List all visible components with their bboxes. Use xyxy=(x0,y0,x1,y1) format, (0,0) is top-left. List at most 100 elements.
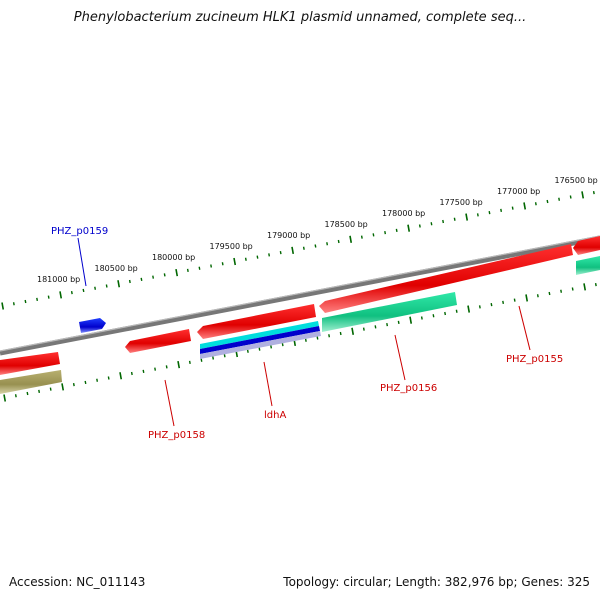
ruler-minor-tick xyxy=(502,300,505,305)
ruler-minor-tick xyxy=(571,287,574,291)
ruler-minor-tick xyxy=(326,242,329,246)
ruler-tick-label: 181000 bp xyxy=(37,275,80,284)
inner-ruler xyxy=(3,282,597,402)
label-ldha[interactable]: ldhA xyxy=(264,410,286,421)
ruler-major-tick xyxy=(119,372,123,380)
ruler-minor-tick xyxy=(384,231,387,235)
accession-text: Accession: NC_011143 xyxy=(9,575,146,589)
ruler-major-tick xyxy=(583,283,587,291)
map-title: Phenylobacterium zucineum HLK1 plasmid u… xyxy=(73,10,527,25)
ruler-minor-tick xyxy=(258,347,261,351)
ruler-minor-tick xyxy=(594,282,597,287)
ruler-minor-tick xyxy=(314,244,317,248)
outer-ruler xyxy=(1,190,595,310)
gene-phz-p0158[interactable] xyxy=(125,329,191,353)
feature-right-cds[interactable] xyxy=(576,256,600,275)
ruler-major-tick xyxy=(117,280,121,288)
ruler-major-tick xyxy=(467,305,471,313)
ruler-minor-tick xyxy=(105,284,108,288)
ruler-minor-tick xyxy=(223,354,226,358)
ruler-minor-tick xyxy=(84,380,87,385)
ruler-major-tick xyxy=(59,291,63,299)
feature-cyan[interactable] xyxy=(200,321,319,349)
ruler-minor-tick xyxy=(268,253,271,257)
leader-phz-p0158 xyxy=(164,379,175,427)
ruler-minor-tick xyxy=(279,251,282,255)
ruler-major-tick xyxy=(349,235,353,243)
ruler-minor-tick xyxy=(386,323,389,327)
sequence-backbone xyxy=(0,235,600,356)
ruler-minor-tick xyxy=(188,360,191,365)
ruler-major-tick xyxy=(61,383,65,391)
label-phz-p0158[interactable]: PHZ_p0158 xyxy=(148,430,205,441)
ruler-tick-label: 178500 bp xyxy=(325,220,368,229)
ruler-minor-tick xyxy=(14,394,17,398)
ruler-minor-tick xyxy=(246,349,249,353)
ruler-minor-tick xyxy=(49,387,52,391)
gene-right-edge[interactable] xyxy=(573,236,600,255)
ruler-minor-tick xyxy=(420,316,423,320)
gene-phz-p0156[interactable] xyxy=(319,244,573,313)
ruler-minor-tick xyxy=(281,343,284,347)
ruler-minor-tick xyxy=(490,302,493,307)
ruler-minor-tick xyxy=(24,299,27,304)
feature-blue[interactable] xyxy=(200,326,320,354)
feature-lavender[interactable] xyxy=(200,331,321,359)
ruler-minor-tick xyxy=(142,369,145,373)
ruler-minor-tick xyxy=(534,202,537,206)
ruler-minor-tick xyxy=(212,356,215,360)
ruler-tick-label: 176500 bp xyxy=(555,176,598,185)
ruler-tick-label: 180000 bp xyxy=(152,253,195,262)
ruler-minor-tick xyxy=(36,297,39,301)
label-phz-p0155[interactable]: PHZ_p0155 xyxy=(506,354,563,365)
ruler-minor-tick xyxy=(198,266,201,270)
ruler-minor-tick xyxy=(418,224,421,228)
ruler-minor-tick xyxy=(47,295,50,299)
leader-phz-p0159 xyxy=(77,237,87,287)
gene-phz-p0159[interactable] xyxy=(79,318,106,333)
feature-phz-p0156-cds[interactable] xyxy=(322,292,457,332)
ruler-minor-tick xyxy=(304,338,307,342)
ruler-major-tick xyxy=(465,213,469,221)
ruler-major-tick xyxy=(291,246,295,255)
gene-left-edge[interactable] xyxy=(0,352,60,375)
ruler-tick-label: 179000 bp xyxy=(267,231,310,240)
ruler-minor-tick xyxy=(96,378,99,382)
leader-phz-p0156 xyxy=(394,334,406,381)
gene-ldha[interactable] xyxy=(197,304,316,339)
ruler-minor-tick xyxy=(453,217,456,221)
ruler-major-tick xyxy=(177,361,181,369)
ruler-major-tick xyxy=(525,294,529,302)
ruler-minor-tick xyxy=(328,334,331,338)
ruler-minor-tick xyxy=(210,264,213,268)
label-phz-p0156[interactable]: PHZ_p0156 xyxy=(380,383,437,394)
label-phz-p0159[interactable]: PHZ_p0159 xyxy=(51,226,108,237)
ruler-minor-tick xyxy=(374,325,377,329)
ruler-minor-tick xyxy=(244,257,247,261)
ruler-minor-tick xyxy=(444,311,447,316)
ruler-minor-tick xyxy=(546,199,549,204)
ruler-minor-tick xyxy=(488,210,491,215)
feature-olive[interactable] xyxy=(0,370,62,394)
ruler-minor-tick xyxy=(397,320,400,325)
ruler-major-tick xyxy=(351,327,355,335)
ruler-minor-tick xyxy=(360,235,363,239)
ruler-minor-tick xyxy=(154,367,157,371)
ruler-major-tick xyxy=(407,224,411,232)
ruler-tick-labels: 181000 bp 180500 bp 180000 bp 179500 bp 1790… xyxy=(37,176,598,284)
ruler-minor-tick xyxy=(442,219,445,224)
ruler-minor-tick xyxy=(337,239,340,244)
ruler-major-tick xyxy=(581,191,585,199)
ruler-minor-tick xyxy=(128,279,131,284)
ruler-minor-tick xyxy=(339,331,342,336)
ruler-minor-tick xyxy=(569,195,572,199)
ruler-minor-tick xyxy=(70,291,73,295)
ruler-minor-tick xyxy=(316,336,319,340)
ruler-minor-tick xyxy=(200,358,203,362)
leader-ldha xyxy=(263,361,273,407)
sequence-backbone-highlight xyxy=(0,235,600,352)
ruler-minor-tick xyxy=(140,277,143,281)
ruler-minor-tick xyxy=(256,255,259,259)
ruler-minor-tick xyxy=(82,288,85,293)
ruler-minor-tick xyxy=(558,197,561,201)
